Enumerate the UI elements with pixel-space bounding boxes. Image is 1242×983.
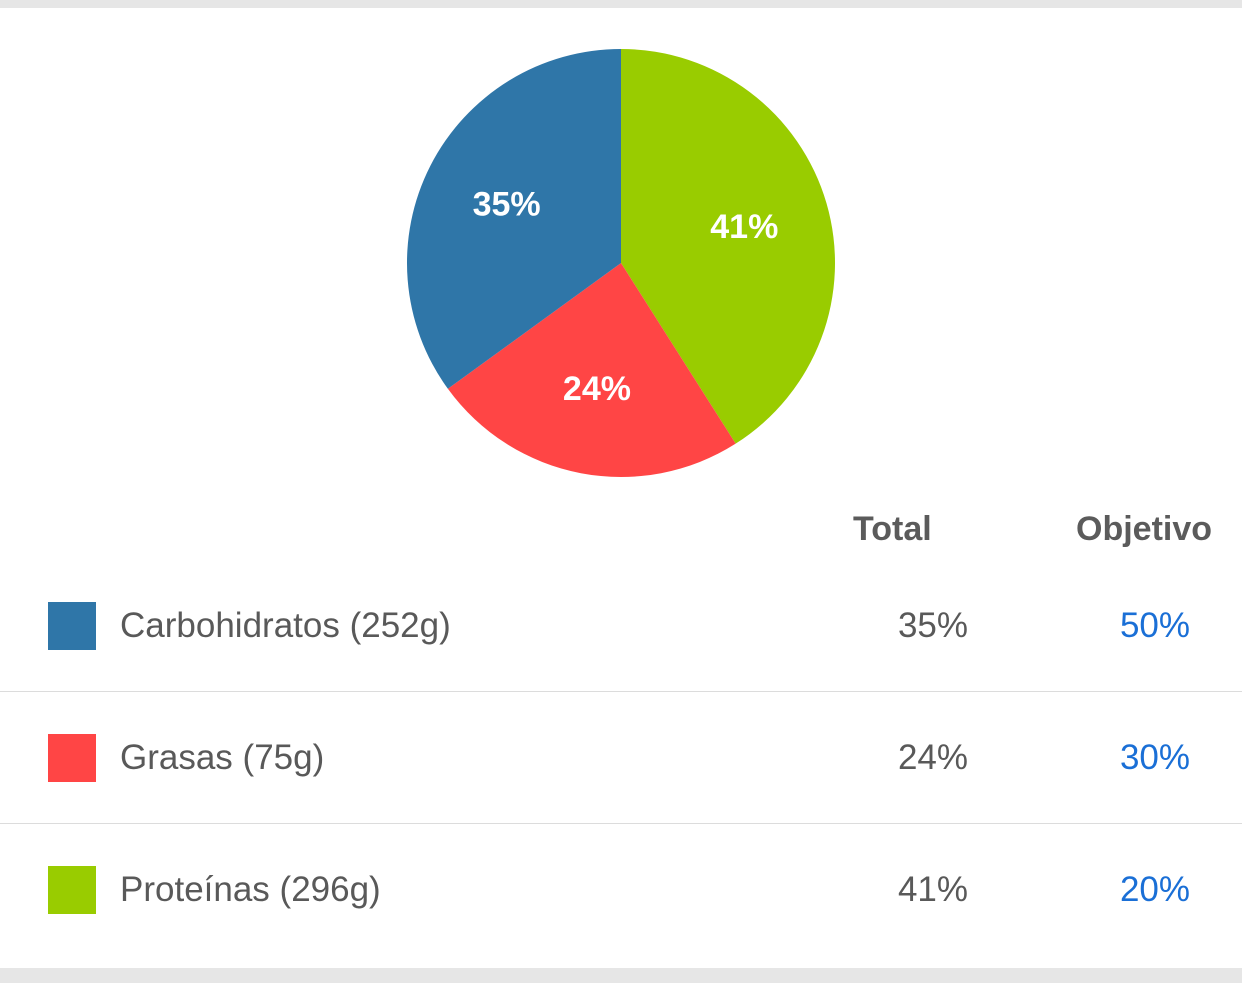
- macros-pie-chart: 41% 24% 35%: [407, 49, 835, 477]
- fats-goal[interactable]: 30%: [1119, 738, 1190, 777]
- proteins-goal[interactable]: 20%: [1119, 870, 1190, 909]
- goal-column-header: Objetivo: [1076, 510, 1213, 548]
- macro-row-proteins[interactable]: Proteínas (296g) 41% 20%: [0, 824, 1242, 956]
- pie-slice-proteinas[interactable]: [621, 49, 835, 444]
- pie-slice-carbohidratos[interactable]: [407, 49, 621, 389]
- fats-total: 24%: [897, 738, 968, 777]
- carbs-goal[interactable]: 50%: [1119, 606, 1190, 645]
- pie-slice-label: 24%: [563, 370, 631, 408]
- carbs-label: Carbohidratos (252g): [120, 606, 451, 645]
- pie-slice-label: 41%: [710, 208, 778, 246]
- pie-slice-grasas[interactable]: [447, 263, 736, 477]
- fats-color-swatch: [48, 734, 96, 782]
- proteins-color-swatch: [48, 866, 96, 914]
- proteins-label: Proteínas (296g): [120, 870, 381, 909]
- macros-card: 41% 24% 35% Total Objetivo Carbohidratos (…: [0, 8, 1242, 968]
- carbs-total: 35%: [897, 606, 968, 645]
- proteins-total: 41%: [897, 870, 968, 909]
- total-column-header: Total: [853, 510, 932, 548]
- row-divider: [0, 823, 1242, 824]
- carbs-color-swatch: [48, 602, 96, 650]
- macro-row-carbs[interactable]: Carbohidratos (252g) 35% 50%: [0, 560, 1242, 692]
- pie-slice-label: 35%: [473, 186, 541, 224]
- macro-row-fats[interactable]: Grasas (75g) 24% 30%: [0, 692, 1242, 824]
- row-divider: [0, 691, 1242, 692]
- fats-label: Grasas (75g): [120, 738, 325, 777]
